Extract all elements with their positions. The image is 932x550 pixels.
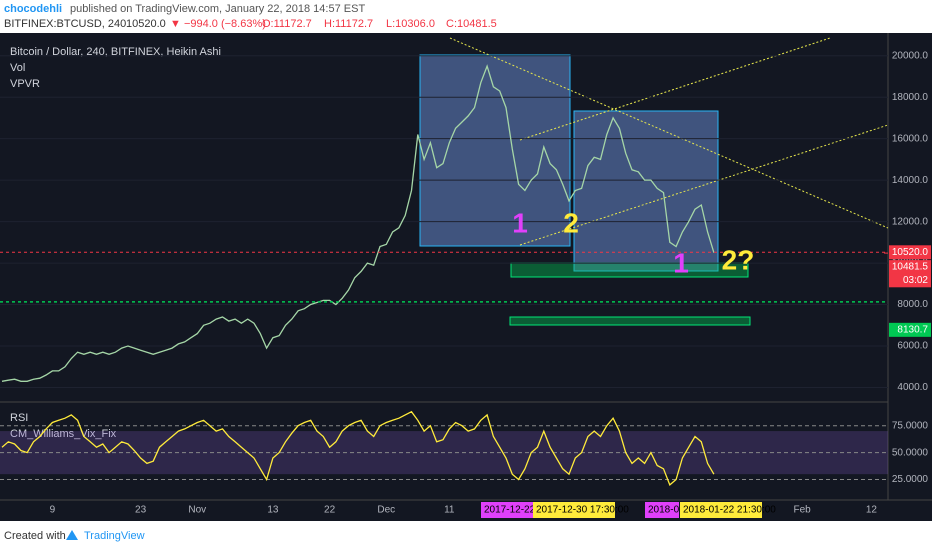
x-tick-label: 22: [324, 505, 336, 516]
symbol: BITFINEX:BTCUSD, 240: [4, 18, 126, 30]
drawings: [419, 37, 889, 326]
y-tick-label: 50.0000: [892, 447, 929, 458]
series-line: [1, 410, 715, 486]
zone: [510, 262, 749, 278]
countdown-tag: [889, 273, 931, 288]
y-tick-label: 75.0000: [892, 420, 929, 431]
x-tick-label: 12: [866, 505, 878, 516]
chart-title: Bitcoin / Dollar, 240, BITFINEX, Heikin …: [10, 46, 221, 58]
y-tick-label: 20000.0: [892, 50, 929, 61]
trend-line: [519, 124, 889, 246]
last-price: 10520.0: [126, 18, 166, 30]
author[interactable]: chocodehli: [4, 3, 62, 15]
date-tag-label: 2017-12-22 1: [484, 505, 544, 516]
chart-bg: [0, 33, 932, 521]
price-tag-label: 8130.7: [897, 324, 928, 335]
low: L:10306.0: [386, 18, 435, 30]
x-tick-label: 23: [135, 505, 147, 516]
annotation: 2: [563, 207, 579, 238]
x-tick-label: 11: [444, 505, 455, 516]
date-tag-label: 2017-12-30 17:30:00: [536, 505, 629, 516]
open: O:11172.7: [262, 18, 312, 30]
indicator-label: Vol: [10, 62, 25, 74]
footer-created: Created with: [4, 530, 66, 542]
y-tick-label: 6000.0: [897, 341, 928, 352]
date-tag: [680, 502, 762, 518]
price-tag: [889, 260, 931, 275]
published: published on TradingView.com, January 22…: [70, 3, 365, 15]
x-tick-label: Nov: [188, 505, 206, 516]
y-tick-label: 14000.0: [892, 175, 929, 186]
y-tick-label: 18000.0: [892, 92, 929, 103]
zone: [509, 316, 751, 326]
date-tag: [481, 502, 533, 518]
x-tick-label: 9: [50, 505, 56, 516]
price-tag: [889, 245, 931, 260]
y-tick-label: 25.0000: [892, 474, 929, 485]
price-tag-label: 10520.0: [892, 247, 929, 258]
tv-logo: [66, 530, 78, 540]
countdown: 03:02: [903, 275, 928, 286]
annotation: 2?: [722, 244, 755, 275]
rsi-title: RSI: [10, 412, 28, 424]
date-tag-label: 2018-01-22 21:30:00: [683, 505, 776, 516]
annotation: 1: [512, 207, 528, 238]
high: H:11172.7: [324, 18, 373, 30]
box: [573, 110, 719, 272]
y-tick-label: 12000.0: [892, 216, 929, 227]
change: ▼ −994.0 (−8.63%): [170, 18, 266, 30]
indicator-label: CM_Williams_Vix_Fix: [10, 428, 117, 440]
x-tick-label: Dec: [377, 505, 395, 516]
date-tag: [533, 502, 615, 518]
box: [419, 54, 571, 247]
series-line: [1, 64, 715, 382]
date-tag-label: 2018-01: [648, 505, 685, 516]
date-tag: [645, 502, 679, 518]
indicator-label: VPVR: [10, 78, 40, 90]
trend-line: [449, 37, 889, 229]
close: C:10481.5: [446, 18, 497, 30]
price-tag: [889, 322, 931, 337]
annotation: 1: [673, 247, 689, 278]
y-tick-label: 8000.0: [897, 299, 928, 310]
x-tick-label: 13: [267, 505, 279, 516]
footer-brand[interactable]: TradingView: [84, 530, 145, 542]
x-tick-label: Feb: [793, 505, 811, 516]
y-tick-label: 16000.0: [892, 133, 929, 144]
price-tag-label: 10481.5: [892, 262, 929, 273]
y-tick-label: 4000.0: [897, 382, 928, 393]
